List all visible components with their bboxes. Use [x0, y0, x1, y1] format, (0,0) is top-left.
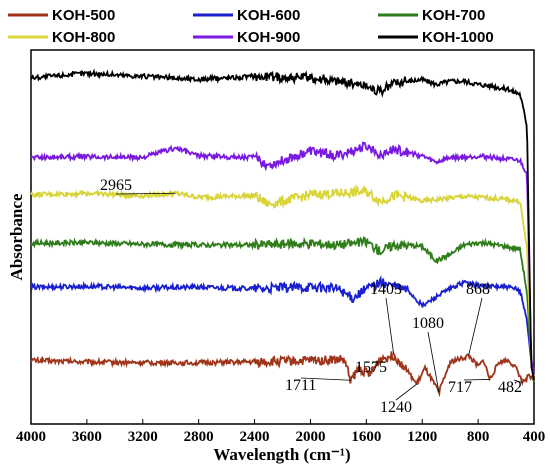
- legend-item-koh-600: KOH-600: [193, 7, 300, 24]
- x-tick-label: 1600: [351, 429, 381, 445]
- annotation-layer: 1711 1575 1403 1240 1080 868 717 482 2965: [100, 177, 523, 416]
- legend-label: KOH-600: [237, 7, 300, 24]
- legend-label: KOH-500: [52, 7, 115, 24]
- legend: KOH-500 KOH-600 KOH-700 KOH-800 KOH-900 …: [8, 7, 494, 46]
- annotation-label: 1575: [355, 359, 387, 376]
- annotation-leader: [369, 374, 372, 377]
- series-line-koh-800: [30, 184, 535, 376]
- annotation-leader: [468, 297, 483, 356]
- x-tick-label: 800: [467, 429, 490, 445]
- annotation-leader: [463, 379, 490, 381]
- annotation-leader: [115, 192, 176, 195]
- annotation-label: 1240: [380, 399, 412, 416]
- legend-item-koh-700: KOH-700: [378, 7, 485, 24]
- annotation-label: 2965: [100, 177, 132, 194]
- legend-label: KOH-1000: [422, 29, 494, 46]
- series-line-koh-600: [30, 275, 535, 376]
- legend-item-koh-900: KOH-900: [193, 29, 300, 46]
- x-tick-label: 2400: [240, 429, 270, 445]
- annotation-leader: [385, 297, 395, 356]
- legend-item-koh-1000: KOH-1000: [378, 29, 494, 46]
- x-axis-ticks: 4000 3600 3200 2800 2400 2000 1600 1200 800 400: [16, 419, 545, 445]
- x-axis-label: Wavelength (cm⁻¹): [213, 445, 350, 464]
- annotation-label: 868: [466, 281, 490, 298]
- series-line-koh-500: [30, 351, 535, 398]
- series-line-koh-900: [30, 141, 535, 375]
- annotation-leader: [395, 383, 417, 401]
- series-line-koh-1000: [30, 68, 535, 381]
- legend-label: KOH-900: [237, 29, 300, 46]
- annotation-label: 1711: [285, 377, 316, 394]
- annotation-leader: [300, 377, 351, 381]
- legend-item-koh-800: KOH-800: [8, 29, 115, 46]
- plot-frame: [30, 49, 535, 425]
- x-tick-label: 4000: [16, 429, 46, 445]
- x-tick-label: 1200: [407, 429, 437, 445]
- y-axis-label: Absorbance: [7, 193, 26, 280]
- annotation-leader: [427, 331, 440, 393]
- x-tick-label: 400: [523, 429, 546, 445]
- legend-label: KOH-800: [52, 29, 115, 46]
- x-tick-label: 3200: [128, 429, 158, 445]
- annotation-label: 482: [498, 379, 522, 396]
- series-layer: [30, 68, 535, 398]
- annotation-label: 1403: [370, 281, 402, 298]
- annotation-label: 717: [448, 379, 472, 396]
- annotation-leader: [513, 379, 523, 384]
- legend-item-koh-500: KOH-500: [8, 7, 115, 24]
- series-line-koh-700: [30, 236, 535, 383]
- annotation-label: 1080: [412, 315, 444, 332]
- x-tick-label: 3600: [72, 429, 102, 445]
- x-tick-label: 2000: [295, 429, 325, 445]
- legend-label: KOH-700: [422, 7, 485, 24]
- x-tick-label: 2800: [184, 429, 214, 445]
